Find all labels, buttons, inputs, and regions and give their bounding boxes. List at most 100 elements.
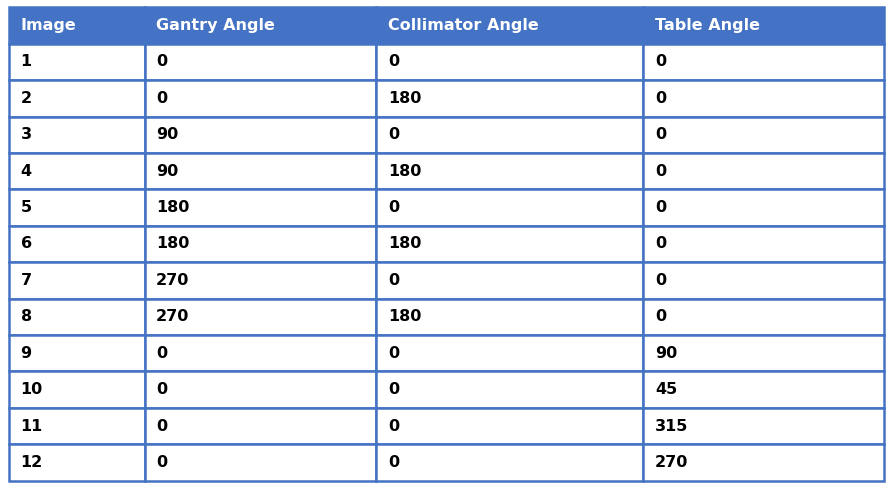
Bar: [377, 44, 643, 80]
Text: 5: 5: [21, 200, 31, 215]
Text: 270: 270: [156, 273, 189, 288]
Bar: [9, 117, 145, 153]
Text: 180: 180: [156, 200, 189, 215]
Text: 315: 315: [655, 419, 689, 433]
Bar: [145, 117, 377, 153]
Text: 0: 0: [156, 419, 167, 433]
Bar: [643, 44, 884, 80]
Bar: [377, 117, 643, 153]
Bar: [145, 44, 377, 80]
Text: 270: 270: [156, 309, 189, 325]
Bar: [377, 335, 643, 371]
Text: 3: 3: [21, 127, 31, 142]
Text: 0: 0: [655, 200, 666, 215]
Bar: [9, 371, 145, 408]
Bar: [377, 371, 643, 408]
Bar: [643, 299, 884, 335]
Bar: [9, 226, 145, 262]
Bar: [9, 444, 145, 481]
Text: 0: 0: [388, 382, 399, 397]
Bar: [643, 117, 884, 153]
Bar: [145, 371, 377, 408]
Text: 1: 1: [21, 55, 31, 69]
Text: 0: 0: [156, 91, 167, 106]
Bar: [145, 7, 377, 44]
Text: 0: 0: [655, 273, 666, 288]
Text: 10: 10: [21, 382, 43, 397]
Text: 0: 0: [655, 91, 666, 106]
Bar: [643, 262, 884, 299]
Bar: [643, 444, 884, 481]
Text: 270: 270: [655, 455, 689, 470]
Bar: [377, 80, 643, 117]
Bar: [377, 226, 643, 262]
Text: 0: 0: [156, 55, 167, 69]
Text: Collimator Angle: Collimator Angle: [388, 18, 538, 33]
Text: 180: 180: [388, 163, 421, 179]
Bar: [145, 262, 377, 299]
Bar: [377, 299, 643, 335]
Text: Image: Image: [21, 18, 76, 33]
Text: 0: 0: [156, 455, 167, 470]
Bar: [9, 335, 145, 371]
Bar: [377, 153, 643, 189]
Text: 90: 90: [655, 346, 677, 361]
Text: 180: 180: [388, 237, 421, 251]
Text: 180: 180: [388, 91, 421, 106]
Bar: [9, 408, 145, 444]
Bar: [145, 408, 377, 444]
Bar: [643, 371, 884, 408]
Bar: [145, 80, 377, 117]
Text: 0: 0: [388, 55, 399, 69]
Bar: [643, 408, 884, 444]
Text: 90: 90: [156, 163, 179, 179]
Text: 8: 8: [21, 309, 31, 325]
Bar: [145, 444, 377, 481]
Bar: [643, 335, 884, 371]
Text: 45: 45: [655, 382, 677, 397]
Bar: [145, 226, 377, 262]
Text: 0: 0: [655, 127, 666, 142]
Bar: [145, 153, 377, 189]
Text: 7: 7: [21, 273, 31, 288]
Text: Gantry Angle: Gantry Angle: [156, 18, 275, 33]
Text: 2: 2: [21, 91, 31, 106]
Text: Table Angle: Table Angle: [655, 18, 760, 33]
Bar: [377, 262, 643, 299]
Bar: [9, 153, 145, 189]
Bar: [9, 44, 145, 80]
Text: 4: 4: [21, 163, 31, 179]
Text: 0: 0: [655, 309, 666, 325]
Bar: [643, 80, 884, 117]
Bar: [9, 80, 145, 117]
Bar: [9, 189, 145, 226]
Bar: [377, 444, 643, 481]
Text: 12: 12: [21, 455, 43, 470]
Bar: [643, 153, 884, 189]
Text: 11: 11: [21, 419, 43, 433]
Bar: [377, 189, 643, 226]
Bar: [9, 7, 145, 44]
Bar: [377, 7, 643, 44]
Bar: [643, 189, 884, 226]
Text: 6: 6: [21, 237, 31, 251]
Text: 0: 0: [388, 346, 399, 361]
Text: 0: 0: [388, 200, 399, 215]
Text: 0: 0: [388, 273, 399, 288]
Text: 0: 0: [156, 346, 167, 361]
Text: 9: 9: [21, 346, 31, 361]
Text: 0: 0: [156, 382, 167, 397]
Text: 180: 180: [388, 309, 421, 325]
Text: 0: 0: [388, 127, 399, 142]
Bar: [643, 226, 884, 262]
Text: 0: 0: [388, 455, 399, 470]
Bar: [145, 299, 377, 335]
Text: 90: 90: [156, 127, 179, 142]
Text: 0: 0: [655, 163, 666, 179]
Bar: [643, 7, 884, 44]
Text: 180: 180: [156, 237, 189, 251]
Bar: [9, 262, 145, 299]
Text: 0: 0: [655, 55, 666, 69]
Bar: [377, 408, 643, 444]
Bar: [9, 299, 145, 335]
